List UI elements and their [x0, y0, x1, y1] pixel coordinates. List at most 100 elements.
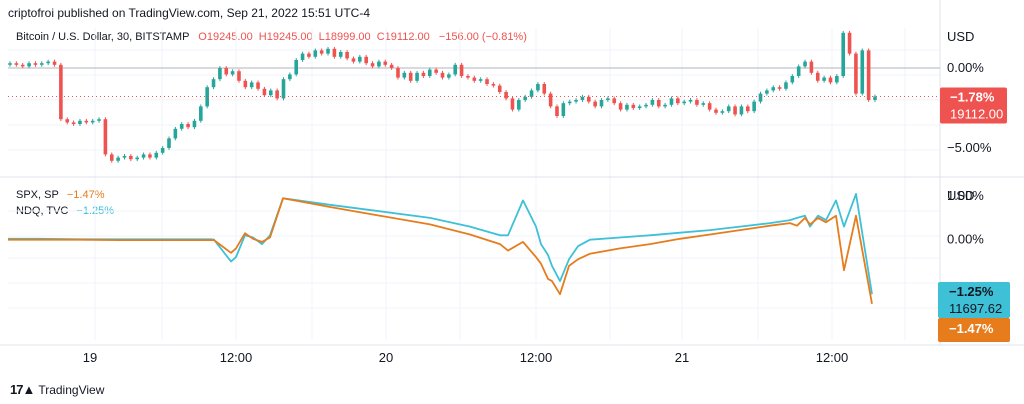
x-tick-label: 12:00 [816, 350, 849, 365]
spx-pct-badge-text: −1.47% [949, 321, 994, 336]
candle [262, 88, 267, 96]
candle [720, 111, 725, 113]
candle [52, 61, 57, 65]
ndq-pct-badge-text: −1.25% [949, 284, 994, 299]
candle [644, 104, 648, 107]
candle [338, 52, 343, 57]
btc-pct-badge-text: −1.78% [950, 89, 995, 104]
candle [294, 60, 299, 75]
candle [745, 106, 750, 112]
candle [847, 32, 852, 54]
candle [860, 50, 865, 94]
ndq-price-badge-text: 11697.62 [949, 301, 1002, 316]
candle [84, 120, 89, 123]
brand-label: TradingView [38, 382, 105, 397]
candle [497, 85, 502, 92]
candle [364, 56, 368, 64]
candle [669, 98, 674, 105]
candle [586, 96, 591, 102]
candle [555, 106, 559, 116]
candle [141, 154, 146, 158]
candle [396, 68, 400, 78]
symbol-label[interactable]: Bitcoin / U.S. Dollar, 30, BITSTAMP [16, 31, 190, 43]
high-value: H19245.00 [258, 31, 313, 43]
tick-label-top: 0.00% [947, 60, 984, 75]
candle [726, 106, 731, 112]
candle [199, 106, 203, 121]
candle [186, 124, 190, 128]
candle [122, 156, 127, 158]
candle [129, 156, 133, 160]
candle [27, 63, 31, 67]
candle [637, 106, 642, 108]
candle [765, 90, 769, 94]
candle [701, 103, 706, 105]
candle [472, 77, 477, 81]
tick-label-bottom: 0.00% [947, 232, 984, 247]
candle [835, 76, 839, 83]
candle [300, 53, 305, 60]
candle [408, 72, 413, 81]
candle [268, 90, 273, 96]
ndq-line [8, 192, 873, 295]
candle [453, 64, 458, 75]
candle [71, 122, 76, 124]
tick-label-top: −5.00% [947, 140, 992, 155]
candle [828, 77, 833, 83]
candle [803, 61, 807, 67]
candle [243, 80, 248, 88]
candle [714, 109, 718, 113]
spx-line [8, 197, 873, 304]
candle [65, 119, 70, 123]
candle [103, 119, 108, 155]
candle [345, 52, 349, 59]
candle [542, 84, 547, 94]
tick-label-bottom: 1.00% [947, 188, 984, 203]
candle [154, 152, 159, 158]
candle [389, 64, 394, 68]
candle [739, 106, 744, 115]
x-tick-label: 12:00 [220, 350, 253, 365]
candle [78, 120, 82, 124]
candle [784, 82, 788, 89]
x-tick-label: 19 [83, 350, 97, 365]
candle [421, 72, 426, 76]
candle [383, 61, 388, 65]
candle [59, 64, 63, 120]
candle [148, 154, 152, 158]
candle [370, 63, 375, 67]
candle [167, 138, 171, 148]
candle [663, 104, 667, 107]
candle [440, 72, 445, 78]
candle [205, 87, 209, 107]
x-tick-label: 12:00 [520, 350, 553, 365]
candle [377, 61, 381, 67]
candle [307, 53, 311, 57]
currency-label-top: USD [947, 29, 974, 44]
low-value: L18999.00 [318, 31, 371, 43]
candle [625, 104, 629, 110]
candle [873, 96, 877, 100]
published-line: criptofroi published on TradingView.com,… [8, 6, 370, 20]
candle [695, 100, 699, 105]
candle [173, 128, 178, 139]
candle [447, 74, 451, 78]
candle [688, 100, 693, 102]
candle [854, 53, 858, 94]
tradingview-logo-icon: 17▲ [10, 382, 35, 397]
candle [822, 77, 826, 81]
candle [777, 87, 782, 89]
candle [574, 100, 578, 102]
candle [510, 98, 515, 110]
change-value: −156.00 (−0.81%) [438, 31, 527, 43]
candle [256, 82, 260, 89]
candle [14, 63, 19, 65]
candle [618, 103, 623, 110]
candle [593, 101, 597, 107]
candle [40, 63, 44, 65]
currency-label-bottom: USD [947, 188, 974, 203]
candle [46, 61, 50, 64]
candle [606, 98, 610, 100]
ndq-badge [938, 282, 1010, 318]
